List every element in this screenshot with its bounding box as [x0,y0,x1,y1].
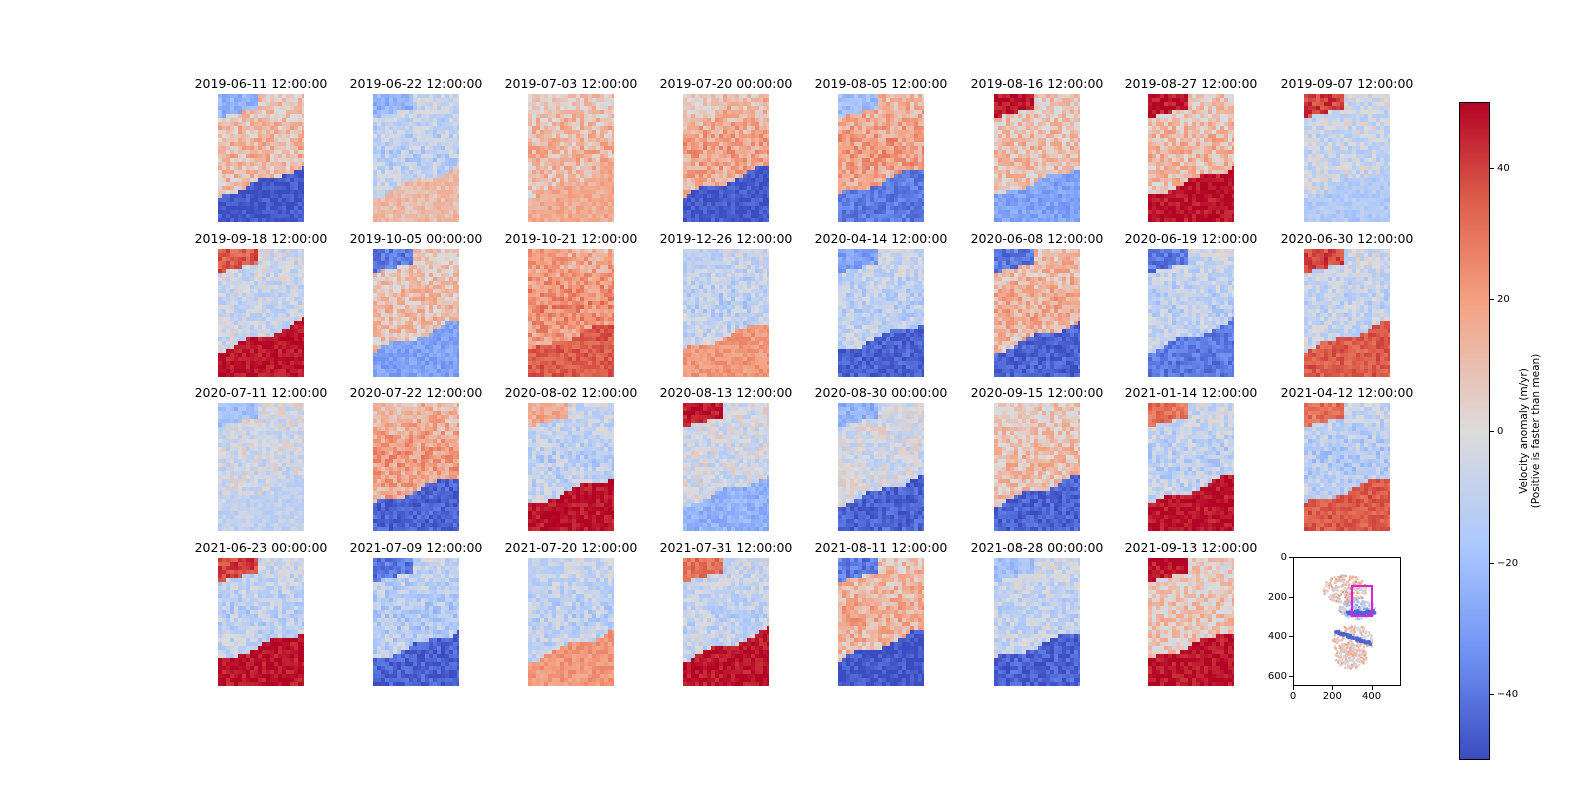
velocity-panel [838,249,924,377]
velocity-panel [1304,403,1390,531]
velocity-panel [683,94,769,222]
colorbar-tick [1490,431,1494,432]
panel-title: 2020-08-02 12:00:00 [491,386,651,400]
velocity-panel [994,94,1080,222]
panel-title: 2021-08-11 12:00:00 [801,541,961,555]
velocity-panel [1148,403,1234,531]
panel-title: 2020-04-14 12:00:00 [801,232,961,246]
velocity-panel [218,94,304,222]
panel-title: 2019-08-27 12:00:00 [1111,77,1271,91]
panel-title: 2019-12-26 12:00:00 [646,232,806,246]
velocity-panel [838,403,924,531]
colorbar-label-line1: Velocity anomaly (m/yr) [1518,354,1530,509]
panel-title: 2021-06-23 00:00:00 [181,541,341,555]
panel-title: 2020-06-30 12:00:00 [1267,232,1427,246]
velocity-panel [528,94,614,222]
panel-title: 2020-08-13 12:00:00 [646,386,806,400]
colorbar-tick [1490,167,1494,169]
velocity-panel [683,558,769,686]
panel-title: 2020-07-11 12:00:00 [181,386,341,400]
colorbar-tick-label: −40 [1497,689,1518,700]
panel-title: 2019-06-11 12:00:00 [181,77,341,91]
overview-ytick-label: 0 [1263,552,1287,563]
velocity-panel [1304,94,1390,222]
velocity-panel [528,403,614,531]
highlight-box [1351,585,1373,617]
velocity-panel [994,403,1080,531]
velocity-panel [838,558,924,686]
overview-ytick-label: 200 [1263,592,1287,603]
colorbar [1459,102,1490,760]
velocity-panel [373,249,459,377]
colorbar-tick-label: −20 [1497,558,1518,569]
overview-xtick [1371,686,1373,690]
overview-ytick [1289,596,1293,598]
colorbar-label-line2: (Positive is faster than mean) [1530,354,1542,509]
velocity-panel [1148,249,1234,377]
overview-xtick [1332,686,1334,690]
panel-title: 2020-07-22 12:00:00 [336,386,496,400]
panel-title: 2019-09-07 12:00:00 [1267,77,1427,91]
colorbar-tick-label: 0 [1497,426,1503,437]
velocity-panel [994,558,1080,686]
velocity-panel [528,558,614,686]
velocity-panel [683,249,769,377]
velocity-panel [683,403,769,531]
velocity-panel [373,94,459,222]
panel-title: 2019-10-21 12:00:00 [491,232,651,246]
overview-xtick-label: 0 [1283,691,1303,702]
panel-title: 2020-06-19 12:00:00 [1111,232,1271,246]
velocity-panel [1304,249,1390,377]
panel-title: 2019-08-16 12:00:00 [957,77,1117,91]
panel-title: 2021-01-14 12:00:00 [1111,386,1271,400]
overview-ytick-label: 600 [1263,671,1287,682]
overview-ytick [1289,636,1293,638]
velocity-panel [1148,558,1234,686]
panel-title: 2021-07-09 12:00:00 [336,541,496,555]
overview-xtick-label: 400 [1362,691,1382,702]
overview-xtick [1293,686,1294,690]
velocity-panel [373,558,459,686]
velocity-panel [218,558,304,686]
velocity-panel [838,94,924,222]
overview-xtick-label: 200 [1322,691,1342,702]
panel-title: 2021-08-28 00:00:00 [957,541,1117,555]
panel-title: 2020-06-08 12:00:00 [957,232,1117,246]
colorbar-tick-label: 40 [1497,163,1510,174]
overview-ytick [1289,557,1293,558]
panel-title: 2019-10-05 00:00:00 [336,232,496,246]
velocity-panel [994,249,1080,377]
panel-title: 2019-08-05 12:00:00 [801,77,961,91]
velocity-panel [218,403,304,531]
colorbar-tick [1490,562,1494,564]
overview-ytick [1289,676,1293,678]
panel-title: 2019-07-20 00:00:00 [646,77,806,91]
panel-title: 2019-06-22 12:00:00 [336,77,496,91]
overview-ytick-label: 400 [1263,631,1287,642]
panel-title: 2021-09-13 12:00:00 [1111,541,1271,555]
velocity-panel [218,249,304,377]
velocity-panel [1148,94,1234,222]
panel-title: 2021-04-12 12:00:00 [1267,386,1427,400]
panel-title: 2020-08-30 00:00:00 [801,386,961,400]
panel-title: 2019-07-03 12:00:00 [491,77,651,91]
velocity-panel [528,249,614,377]
overview-map [1293,557,1401,686]
panel-title: 2021-07-31 12:00:00 [646,541,806,555]
panel-title: 2020-09-15 12:00:00 [957,386,1117,400]
panel-title: 2019-09-18 12:00:00 [181,232,341,246]
velocity-panel [373,403,459,531]
colorbar-tick-label: 20 [1497,294,1510,305]
colorbar-tick [1490,694,1494,696]
panel-title: 2021-07-20 12:00:00 [491,541,651,555]
colorbar-tick [1490,299,1494,301]
